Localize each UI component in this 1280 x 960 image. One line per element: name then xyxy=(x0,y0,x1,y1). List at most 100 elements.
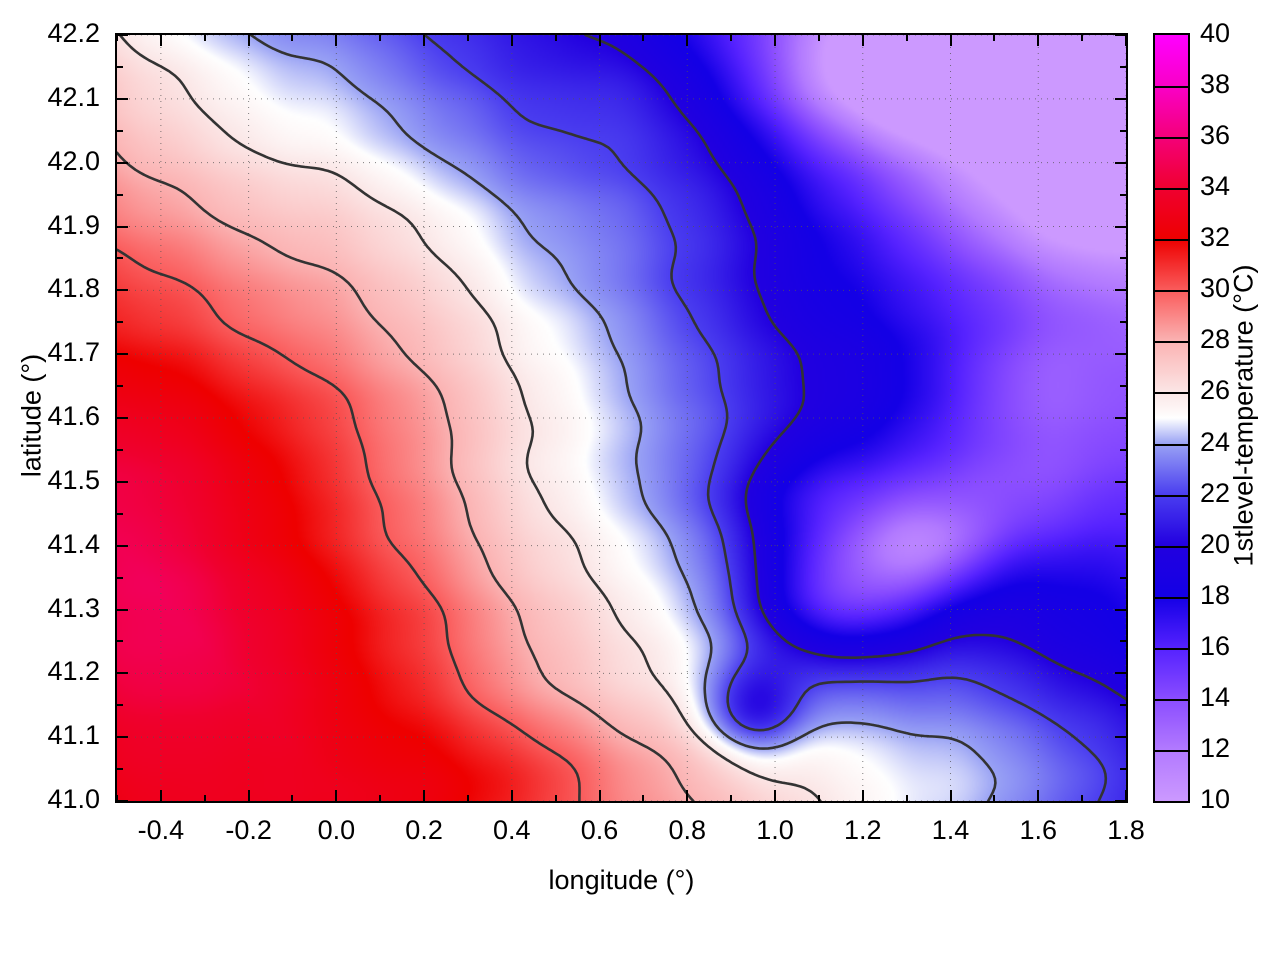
y-tick-major xyxy=(115,417,128,419)
x-tick-major xyxy=(1125,790,1127,803)
colorbar-tick-label: 12 xyxy=(1200,732,1231,763)
y-tick-minor xyxy=(115,321,123,324)
y-tick-minor xyxy=(115,129,123,132)
y-tick-minor xyxy=(115,448,123,451)
x-tick-minor xyxy=(116,795,118,803)
y-tick-minor-right xyxy=(1120,321,1128,324)
colorbar-separator xyxy=(1155,443,1188,446)
colorbar-tick-label: 38 xyxy=(1200,69,1231,100)
x-tick-major-top xyxy=(159,33,162,46)
y-tick-minor xyxy=(115,512,123,515)
x-tick-minor xyxy=(993,795,996,803)
x-tick-label: 1.2 xyxy=(844,815,882,845)
x-tick-major xyxy=(774,790,777,803)
colorbar xyxy=(1153,33,1190,803)
x-tick-minor-top xyxy=(642,33,645,41)
plot-area xyxy=(115,33,1128,803)
y-tick-label: 41.0 xyxy=(47,784,100,814)
y-tick-minor-right xyxy=(1120,257,1128,260)
y-tick-label: 41.3 xyxy=(47,592,100,623)
x-tick-label: 1.0 xyxy=(756,815,794,845)
x-tick-major xyxy=(686,790,689,803)
y-tick-major-right xyxy=(1115,225,1128,228)
y-tick-major xyxy=(115,225,128,228)
colorbar-separator xyxy=(1155,596,1188,599)
y-tick-minor-right xyxy=(1120,704,1128,707)
y-tick-label: 41.5 xyxy=(47,464,100,495)
y-tick-major xyxy=(115,736,128,739)
contour-level-24 xyxy=(249,35,997,801)
x-tick-minor xyxy=(730,795,733,803)
colorbar-separator xyxy=(1155,341,1188,344)
x-tick-minor xyxy=(905,795,908,803)
y-tick-label: 41.9 xyxy=(47,209,100,240)
y-tick-label: 42.0 xyxy=(47,145,100,176)
x-tick-minor-top xyxy=(993,33,996,41)
colorbar-separator xyxy=(1155,545,1188,548)
y-tick-major-right xyxy=(1115,97,1128,100)
x-tick-major xyxy=(598,790,601,803)
y-tick-minor xyxy=(115,576,123,579)
x-tick-minor xyxy=(291,795,294,803)
y-tick-minor xyxy=(115,385,123,388)
x-tick-major-top xyxy=(247,33,250,46)
y-tick-label: 41.6 xyxy=(47,401,100,431)
x-tick-minor-top xyxy=(817,33,820,41)
contour-level-22 xyxy=(423,35,1108,801)
colorbar-tick-label: 16 xyxy=(1200,630,1231,661)
colorbar-tick-label: 20 xyxy=(1200,528,1231,559)
x-tick-minor-top xyxy=(554,33,557,41)
y-tick-minor xyxy=(115,640,123,643)
contour-level-20 xyxy=(584,35,1126,701)
y-tick-major-right xyxy=(1115,161,1128,164)
y-tick-minor-right xyxy=(1120,640,1128,643)
colorbar-title: 1stlevel-temperature (°C) xyxy=(1228,264,1259,567)
colorbar-separator xyxy=(1155,86,1188,89)
colorbar-tick-label: 24 xyxy=(1200,426,1231,457)
x-tick-minor xyxy=(554,795,557,803)
y-tick-major-right xyxy=(1115,353,1128,356)
colorbar-tick-label: 14 xyxy=(1200,681,1231,712)
y-tick-minor xyxy=(115,768,123,771)
y-tick-minor-right xyxy=(1120,768,1128,771)
colorbar-separator xyxy=(1155,698,1188,701)
x-tick-minor-top xyxy=(1081,33,1084,41)
contour-level-28 xyxy=(117,151,695,801)
colorbar-tick-label: 36 xyxy=(1200,120,1231,151)
x-tick-minor xyxy=(379,795,382,803)
y-tick-major-right xyxy=(1115,672,1128,675)
colorbar-tick-label: 18 xyxy=(1200,579,1231,610)
colorbar-tick-label: 22 xyxy=(1200,477,1231,508)
y-tick-minor-right xyxy=(1120,448,1128,451)
y-tick-label: 41.7 xyxy=(47,337,100,368)
colorbar-separator xyxy=(1155,239,1188,242)
x-tick-minor xyxy=(1081,795,1084,803)
colorbar-separator xyxy=(1155,749,1188,752)
x-tick-major-top xyxy=(423,33,426,46)
y-tick-major-right xyxy=(1115,417,1128,419)
x-tick-minor-top xyxy=(116,33,118,41)
y-tick-major-right xyxy=(1115,608,1128,611)
x-tick-minor xyxy=(466,795,469,803)
y-tick-label: 42.1 xyxy=(47,81,100,112)
y-tick-major-right xyxy=(1115,480,1128,483)
y-tick-label: 41.4 xyxy=(47,528,100,559)
y-tick-major xyxy=(115,97,128,100)
x-tick-major-top xyxy=(335,33,338,46)
y-tick-major xyxy=(115,608,128,611)
y-tick-label: 41.2 xyxy=(47,656,100,687)
colorbar-tick-label: 34 xyxy=(1200,171,1231,202)
y-tick-minor-right xyxy=(1120,512,1128,515)
y-tick-major-right xyxy=(1115,34,1128,36)
colorbar-separator xyxy=(1155,137,1188,140)
x-tick-label: 0.2 xyxy=(405,815,443,845)
colorbar-tick-label: 32 xyxy=(1200,222,1231,253)
x-tick-label: 0.6 xyxy=(580,815,619,845)
x-tick-major-top xyxy=(1037,33,1040,46)
y-tick-minor xyxy=(115,65,123,68)
colorbar-separator xyxy=(1155,647,1188,650)
colorbar-separator xyxy=(1155,188,1188,191)
y-tick-major-right xyxy=(1115,736,1128,739)
y-tick-major-right xyxy=(1115,544,1128,547)
x-tick-major xyxy=(423,790,426,803)
